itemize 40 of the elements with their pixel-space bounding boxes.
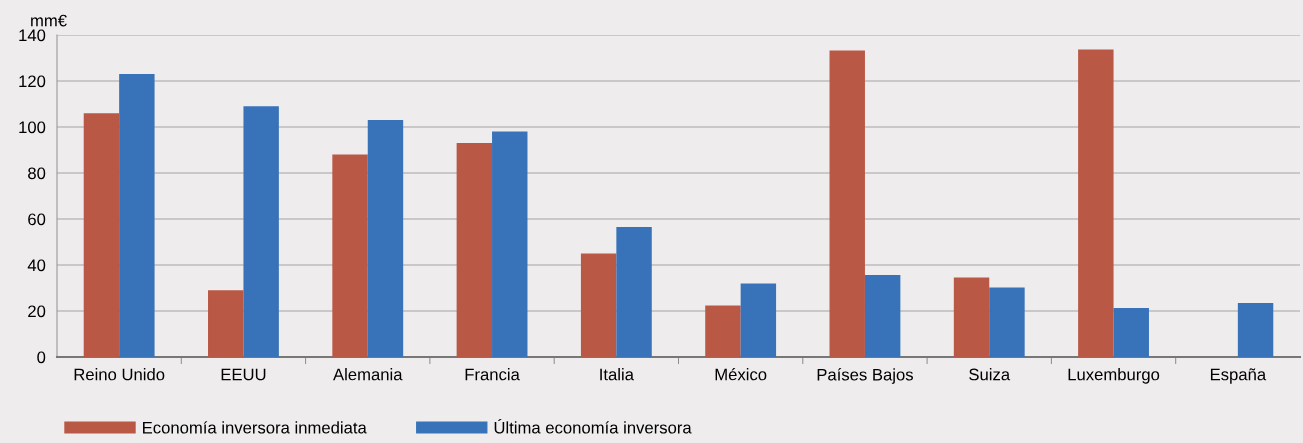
x-tick-label: Luxemburgo (1068, 368, 1160, 384)
x-tick-label: EEUU (221, 368, 266, 381)
x-tick-label: Suiza (969, 368, 1011, 381)
y-tick-label: 0 (37, 351, 46, 364)
y-tick-label: 120 (19, 75, 46, 88)
bar (83, 113, 120, 357)
bar (1237, 302, 1274, 357)
bar (332, 154, 368, 357)
x-tick-label: Alemania (333, 368, 403, 381)
bar (616, 227, 652, 357)
x-tick-label: México (715, 367, 767, 381)
bar (119, 74, 155, 357)
bar (864, 275, 901, 357)
y-tick-label: 40 (27, 259, 46, 272)
bar (456, 143, 493, 357)
bar (953, 277, 990, 357)
bar (989, 287, 1025, 357)
y-tick-label: 80 (28, 167, 46, 180)
bar (208, 290, 244, 357)
bar (367, 120, 404, 357)
y-axis-title: mm€ (31, 14, 67, 27)
x-tick-label: Países Bajos (817, 368, 913, 384)
x-tick-label: Francia (465, 368, 520, 381)
bar (243, 106, 279, 357)
x-tick-label: España (1210, 368, 1267, 384)
x-tick-label: Reino Unido (74, 368, 165, 381)
bar (829, 50, 865, 357)
legend-label: Última economía inversora (494, 418, 692, 434)
y-tick-label: 140 (19, 29, 46, 42)
y-tick-label: 60 (28, 213, 46, 226)
bar (492, 131, 528, 357)
legend-label: Economía inversora inmediata (143, 421, 367, 434)
bar (705, 305, 741, 357)
bar (1078, 49, 1114, 357)
bar (1113, 308, 1149, 357)
x-tick-label: Italia (600, 368, 634, 381)
bar (580, 253, 617, 357)
y-tick-label: 100 (19, 121, 46, 134)
y-tick-label: 20 (28, 305, 46, 318)
bar (740, 283, 777, 357)
